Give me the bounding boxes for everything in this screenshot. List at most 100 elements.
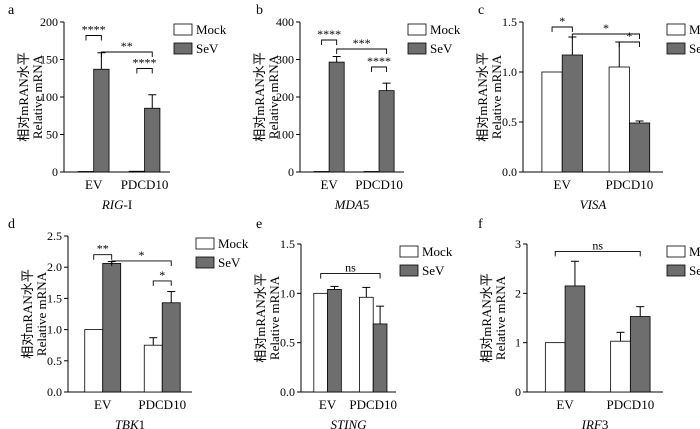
- bar-mock-pdcd10: [610, 340, 631, 393]
- significance-label: ****: [317, 27, 341, 41]
- panel-c: c 相对mRAN水平 Relative mRNA 0.0 0.5 1.0 1.5 EV PDCD…: [475, 3, 700, 212]
- panel-title: STING: [330, 417, 367, 429]
- y-tick-label: 0: [288, 165, 294, 179]
- y-tick-label: 1.5: [47, 291, 62, 305]
- panel-letter: a: [8, 3, 15, 18]
- significance-label: ****: [367, 54, 391, 68]
- significance-bracket: [371, 66, 388, 72]
- significance-bracket: [321, 39, 338, 45]
- y-tick-label: 1.5: [502, 15, 517, 29]
- bar-sev-pdcd10: [372, 323, 388, 393]
- x-tick-label: PDCD10: [355, 177, 403, 192]
- significance-bracket: [551, 26, 573, 32]
- panel-letter: e: [256, 217, 262, 232]
- y-tick-label: 3: [515, 237, 521, 251]
- x-tick-label: EV: [85, 177, 103, 192]
- significance-bracket: [85, 35, 102, 41]
- y-tick-label: 1.0: [280, 286, 295, 300]
- y-tick-label: 0: [52, 165, 58, 179]
- legend-label-sev: SeV: [196, 41, 219, 56]
- legend-swatch-mock: [407, 23, 427, 36]
- bar-sev-pdcd10: [378, 90, 395, 173]
- bar-mock-ev: [544, 342, 566, 393]
- legend-label-sev: SeV: [218, 255, 241, 270]
- panel-title-plain: 3: [602, 417, 609, 429]
- panel-b: b 相对mRAN水平 Relative mRNA 0 100 200 300 400 EV PDC…: [252, 3, 461, 212]
- y-tick-label: 200: [276, 90, 294, 104]
- panel-a: a 相对mRAN水平 Relative mRNA 0 50 100 150 200 EV PDCD…: [8, 3, 227, 212]
- y-tick-label: 0: [515, 385, 521, 399]
- panel-title: TBK1: [115, 417, 145, 429]
- panel-letter: d: [8, 217, 15, 232]
- y-tick-label: 1.0: [502, 65, 517, 79]
- legend-swatch-mock: [195, 237, 215, 250]
- significance-bracket: [320, 273, 381, 279]
- y-tick-label: 100: [40, 90, 58, 104]
- y-axis-title-en: Relative mRNA: [30, 54, 45, 139]
- bar-sev-pdcd10: [161, 302, 181, 393]
- panel-title-italic: TBK: [115, 417, 140, 429]
- y-axis-title-cn: 相对mRAN水平: [20, 269, 35, 359]
- y-axis-title-en: Relative mRNA: [34, 271, 49, 356]
- y-tick-label: 1.0: [47, 323, 62, 337]
- y-tick-label: 100: [276, 128, 294, 142]
- significance-bracket: [111, 260, 172, 266]
- panel-e: e 相对mRAN水平 Relative mRNA 0.0 0.5 1.0 1.5 EV PDCD…: [253, 217, 453, 429]
- y-axis-title-en: Relative mRNA: [493, 275, 508, 360]
- legend-label-mock: Mock: [422, 244, 453, 259]
- panel-title-plain: 5: [363, 197, 370, 212]
- legend-swatch-sev: [407, 42, 427, 55]
- bar-sev-ev: [327, 288, 342, 393]
- y-tick-label: 1: [515, 336, 521, 350]
- panel-title: VISA: [580, 197, 607, 212]
- y-axis-title-en: Relative mRNA: [267, 275, 282, 360]
- significance-label: *: [138, 248, 144, 262]
- x-tick-label: EV: [320, 177, 338, 192]
- legend-label-sev: SeV: [430, 41, 453, 56]
- y-tick-label: 2.0: [47, 260, 62, 274]
- y-tick-label: 0.0: [47, 385, 62, 399]
- legend-swatch-mock: [399, 245, 419, 258]
- panel-title-italic: STING: [330, 417, 367, 429]
- bar-mock-pdcd10: [128, 170, 145, 173]
- significance-bracket: [152, 280, 172, 286]
- bar-sev-pdcd10: [629, 122, 651, 173]
- bar-mock-pdcd10: [143, 344, 163, 393]
- y-tick-label: 0.5: [280, 336, 295, 350]
- y-tick-label: 2: [515, 286, 521, 300]
- legend-label-mock: Mock: [689, 244, 700, 259]
- significance-label: **: [97, 242, 109, 256]
- y-tick-label: 2.5: [47, 229, 62, 243]
- significance-label: *: [603, 21, 609, 35]
- significance-bracket: [136, 68, 153, 74]
- bar-mock-ev: [313, 292, 329, 393]
- panel-d: d 相对mRAN水平 Relative mRNA 0.0 0.5 1.0 1.5 2.0 2.5…: [8, 217, 249, 429]
- x-tick-label: EV: [319, 397, 337, 412]
- panel-title: RIG-I: [101, 197, 132, 212]
- x-tick-label: PDCD10: [606, 177, 654, 192]
- legend-swatch-sev: [173, 42, 193, 55]
- legend-label-mock: Mock: [430, 22, 461, 37]
- bar-mock-pdcd10: [608, 66, 630, 173]
- bar-mock-ev: [313, 171, 330, 173]
- y-tick-label: 0.0: [280, 385, 295, 399]
- y-tick-label: 0.0: [502, 165, 517, 179]
- bar-sev-pdcd10: [629, 316, 651, 393]
- y-tick-label: 50: [46, 128, 58, 142]
- bar-mock-ev: [84, 329, 104, 393]
- panel-letter: c: [478, 3, 484, 18]
- significance-label: ns: [592, 238, 603, 252]
- legend-swatch-mock: [666, 23, 686, 36]
- x-tick-label: PDCD10: [138, 397, 186, 412]
- y-axis-title-en: Relative mRNA: [489, 54, 504, 139]
- bar-mock-pdcd10: [363, 171, 380, 173]
- bar-sev-ev: [93, 68, 110, 173]
- legend-label-mock: Mock: [218, 236, 249, 251]
- y-tick-label: 300: [276, 53, 294, 67]
- significance-label: **: [121, 39, 133, 53]
- panel-title: MDA5: [334, 197, 370, 212]
- legend-swatch-mock: [666, 245, 686, 258]
- bar-mock-ev: [541, 71, 563, 173]
